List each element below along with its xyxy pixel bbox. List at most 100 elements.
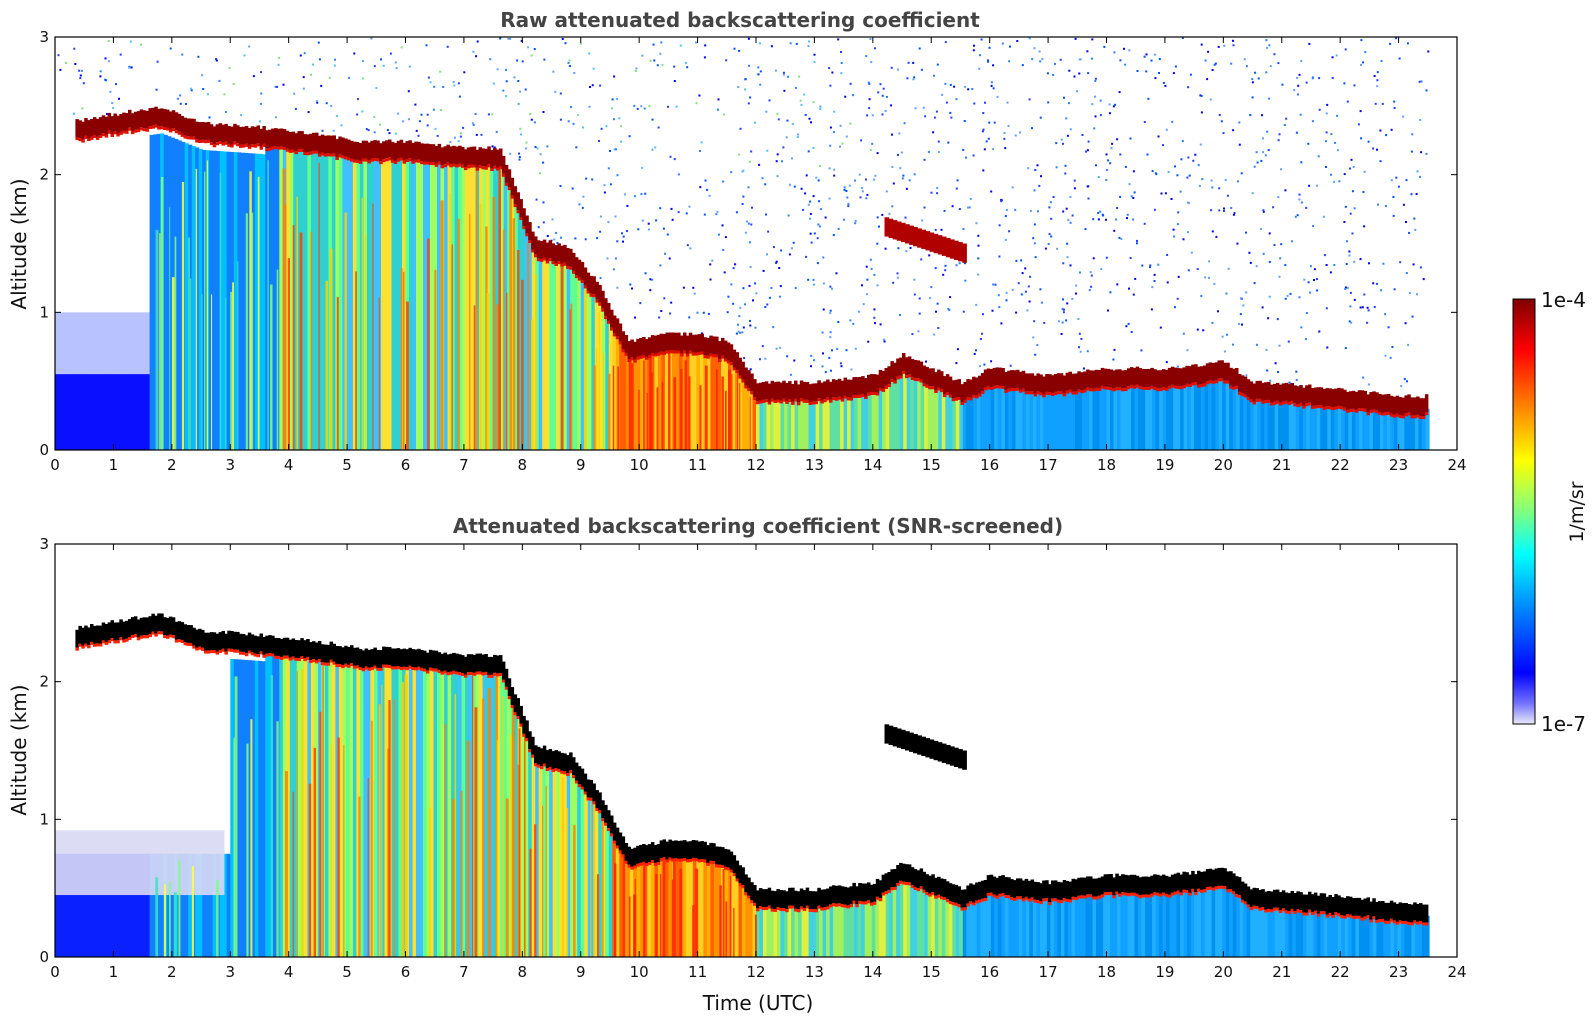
- noise-speck: [787, 214, 790, 217]
- cloud-layer-segment: [1007, 370, 1011, 389]
- noise-speck: [1335, 54, 1338, 57]
- cloud-layer-edge: [1147, 386, 1151, 390]
- cloud-layer-segment: [1030, 373, 1035, 392]
- cloud-layer-segment: [1237, 877, 1242, 895]
- cloud-layer-edge: [1261, 907, 1265, 910]
- cloud-layer-edge: [1410, 415, 1414, 419]
- cloud-layer-segment: [656, 844, 661, 862]
- noise-speck: [735, 332, 738, 335]
- noise-speck: [937, 151, 940, 153]
- noise-speck: [564, 42, 567, 45]
- noise-speck: [72, 112, 75, 115]
- cloud-layer-edge: [1331, 407, 1335, 410]
- cloud-layer-edge: [680, 858, 684, 862]
- cloud-layer-edge: [475, 671, 480, 675]
- noise-speck: [832, 234, 835, 237]
- noise-speck: [803, 93, 806, 96]
- cloud-layer-segment: [1407, 394, 1411, 413]
- noise-speck: [1109, 112, 1111, 115]
- noise-speck: [573, 72, 576, 74]
- noise-speck: [1284, 264, 1287, 267]
- cloud-layer-edge: [253, 144, 258, 148]
- cloud-layer-segment: [995, 877, 999, 896]
- noise-speck: [808, 40, 810, 43]
- backscatter-column: [286, 650, 291, 957]
- cloud-layer-segment: [931, 874, 935, 893]
- cloud-layer-segment: [350, 645, 354, 664]
- cloud-layer-edge: [799, 398, 804, 402]
- cloud-layer-segment: [440, 147, 444, 166]
- backscatter-column: [538, 758, 543, 957]
- y-tick-label: 2: [39, 166, 49, 184]
- backscatter-column: [1046, 894, 1051, 957]
- backscatter-column: [882, 381, 887, 450]
- noise-speck: [373, 115, 376, 118]
- noise-speck: [786, 75, 789, 78]
- cloud-layer-edge: [1205, 887, 1210, 890]
- cloud-layer-edge: [201, 647, 205, 651]
- cloud-layer-edge: [174, 639, 179, 643]
- cloud-layer-segment: [201, 122, 205, 140]
- cloud-layer-edge: [1129, 892, 1134, 896]
- cloud-layer-edge: [364, 666, 369, 670]
- cloud-layer-edge: [975, 395, 979, 399]
- backscatter-column: [205, 853, 210, 957]
- noise-speck: [792, 241, 795, 244]
- noise-speck: [1283, 124, 1286, 126]
- elevated-layer-segment: [962, 243, 967, 263]
- noise-speck: [518, 156, 521, 158]
- cloud-layer-segment: [1293, 893, 1297, 911]
- backscatter-column: [314, 653, 319, 957]
- cloud-layer-segment: [163, 109, 167, 127]
- cloud-layer-edge: [846, 905, 850, 909]
- cloud-layer-segment: [1214, 362, 1219, 381]
- cloud-layer-edge: [306, 656, 310, 660]
- noise-speck: [1180, 158, 1183, 161]
- cloud-layer-edge: [610, 327, 614, 331]
- cloud-layer-segment: [548, 749, 553, 767]
- cloud-layer-segment: [110, 116, 114, 134]
- noise-speck: [1221, 335, 1224, 338]
- noise-speck: [934, 267, 937, 270]
- noise-speck: [542, 221, 545, 224]
- noise-speck: [1295, 379, 1298, 381]
- cloud-layer-edge: [344, 663, 348, 667]
- cloud-layer-edge: [461, 164, 465, 168]
- cloud-layer-edge: [499, 166, 503, 170]
- cloud-layer-segment: [937, 369, 941, 388]
- cloud-layer-segment: [869, 374, 874, 392]
- noise-speck: [660, 310, 663, 312]
- cloud-layer-segment: [504, 164, 509, 183]
- backscatter-column: [289, 143, 294, 450]
- noise-speck: [738, 49, 741, 52]
- cloud-layer-edge: [425, 161, 430, 165]
- cloud-layer-edge: [297, 658, 301, 662]
- noise-speck: [1067, 218, 1070, 221]
- noise-speck: [1213, 63, 1216, 66]
- elevated-layer-segment: [925, 738, 931, 758]
- cloud-layer-edge: [1287, 911, 1292, 914]
- cloud-layer-segment: [247, 632, 252, 651]
- backscatter-column: [230, 659, 235, 957]
- backscatter-column: [153, 134, 158, 450]
- cloud-layer-segment: [379, 650, 383, 668]
- cloud-layer-edge: [499, 673, 503, 676]
- noise-speck: [831, 71, 834, 74]
- noise-speck: [553, 238, 556, 241]
- noise-speck: [892, 281, 895, 284]
- backscatter-column: [857, 389, 862, 450]
- noise-speck: [1116, 207, 1119, 209]
- noise-speck: [402, 120, 405, 123]
- cloud-layer-edge: [569, 770, 573, 774]
- cloud-layer-edge: [510, 705, 515, 708]
- noise-speck: [900, 151, 903, 154]
- cloud-layer-edge: [256, 654, 260, 658]
- cloud-layer-segment: [864, 883, 868, 902]
- cloud-layer-edge: [1395, 921, 1400, 925]
- noise-speck: [432, 108, 435, 111]
- cloud-layer-segment: [364, 140, 369, 159]
- cloud-layer-edge: [1264, 400, 1268, 404]
- backscatter-column: [1004, 383, 1009, 450]
- noise-speck: [1281, 83, 1284, 86]
- noise-speck: [1181, 140, 1184, 142]
